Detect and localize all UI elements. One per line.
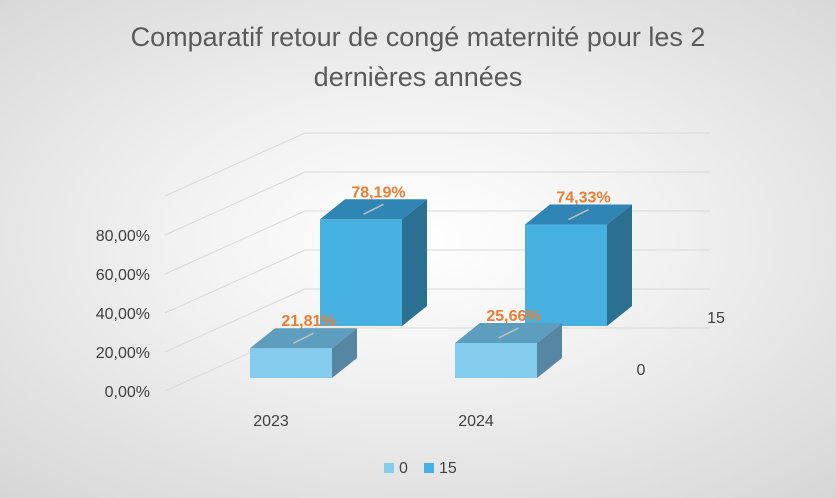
bar-side xyxy=(332,328,357,378)
bar-side xyxy=(537,322,562,378)
data-label-leader xyxy=(568,208,589,221)
bar-side xyxy=(607,204,632,326)
legend-swatch xyxy=(424,463,434,473)
gridline-floor xyxy=(164,249,306,314)
legend-swatch xyxy=(384,463,394,473)
category-label: 2023 xyxy=(253,413,289,430)
bar-15-2024 xyxy=(525,204,632,326)
y-tick-label: 0,00% xyxy=(105,384,150,401)
depth-axis-label: 15 xyxy=(707,310,725,327)
data-labels: 78,19% 74,33% 21,81% 25,66% xyxy=(281,184,610,330)
data-label: 78,19% xyxy=(351,184,405,201)
data-label: 25,66% xyxy=(486,308,540,325)
legend-item: 0 xyxy=(384,460,408,477)
chart-title-line-2: dernières années xyxy=(314,62,523,92)
depth-axis-label: 0 xyxy=(637,362,646,379)
bar-front xyxy=(250,348,332,378)
bar-side xyxy=(402,199,427,326)
bar-front xyxy=(320,219,402,326)
chart-title-line-1: Comparatif retour de congé maternité pou… xyxy=(131,22,706,52)
y-tick-label: 20,00% xyxy=(96,345,150,362)
depth-axis-labels: 0 15 xyxy=(637,310,725,379)
y-tick-label: 40,00% xyxy=(96,306,150,323)
data-label-leader xyxy=(498,327,519,339)
bar-15-2023 xyxy=(320,199,427,326)
legend-item: 15 xyxy=(424,460,457,477)
gridline-floor xyxy=(164,288,306,353)
gridline-floor xyxy=(164,171,306,236)
legend-label: 15 xyxy=(439,460,457,477)
data-label: 21,81% xyxy=(281,313,335,330)
data-label-leader xyxy=(293,332,314,344)
gridline-floor xyxy=(164,132,306,197)
bar-front xyxy=(455,342,537,378)
bar-0-2024 xyxy=(455,322,562,378)
bar-front xyxy=(525,224,607,326)
legend: 0 15 xyxy=(384,460,457,477)
bars xyxy=(250,199,632,378)
data-label-leader xyxy=(363,203,384,215)
gridline-floor xyxy=(164,210,306,275)
y-tick-label: 80,00% xyxy=(96,228,150,245)
y-tick-label: 60,00% xyxy=(96,267,150,284)
bar-0-2023 xyxy=(250,328,357,378)
legend-label: 0 xyxy=(399,460,408,477)
category-label: 2024 xyxy=(458,413,494,430)
data-label: 74,33% xyxy=(556,190,610,207)
x-axis-categories: 2023 2024 xyxy=(253,413,494,430)
y-axis-ticks: 0,00% 20,00% 40,00% 60,00% 80,00% xyxy=(96,228,150,401)
